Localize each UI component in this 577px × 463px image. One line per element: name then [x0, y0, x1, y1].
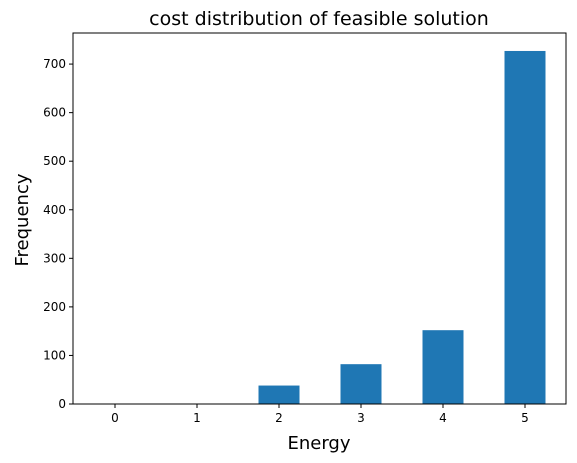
y-tick-label: 100	[43, 348, 66, 362]
x-tick-label: 3	[357, 411, 365, 425]
x-tick-label: 5	[521, 411, 529, 425]
y-tick-label: 200	[43, 300, 66, 314]
y-axis-label: Frequency	[12, 173, 33, 266]
plot-frame	[72, 32, 567, 405]
x-tick-label: 1	[193, 411, 201, 425]
x-tick-label: 2	[275, 411, 283, 425]
x-axis-label: Energy	[287, 433, 350, 454]
x-tick-label: 4	[439, 411, 447, 425]
y-tick-label: 600	[43, 106, 66, 120]
bar-5	[504, 50, 546, 404]
y-tick-label: 0	[58, 397, 66, 411]
y-axis-ticks: 0 100 200 300 400 500 600 700	[43, 57, 73, 411]
bar-4	[422, 330, 464, 404]
x-tick-label: 0	[111, 411, 119, 425]
y-tick-label: 300	[43, 251, 66, 265]
chart-title: cost distribution of feasible solution	[149, 8, 489, 30]
y-tick-label: 700	[43, 57, 66, 71]
bar-2	[258, 385, 300, 404]
y-tick-label: 500	[43, 154, 66, 168]
y-tick-label: 400	[43, 203, 66, 217]
bars-group	[94, 50, 546, 404]
x-axis-ticks: 0 1 2 3 4 5	[111, 404, 529, 425]
bar-3	[340, 364, 382, 404]
